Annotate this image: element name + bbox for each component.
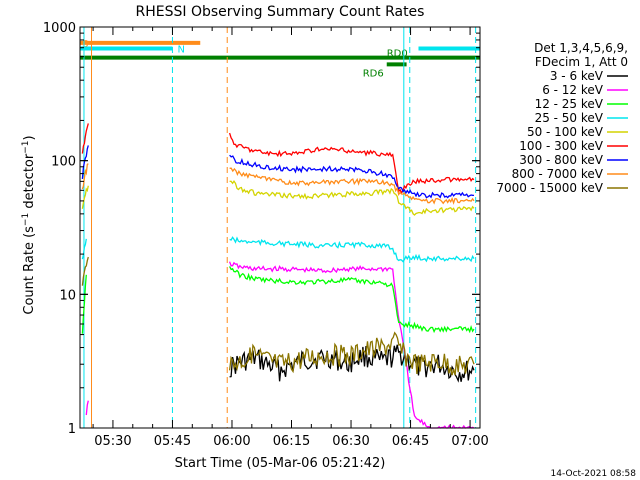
legend-label-5: 100 - 300 keV (519, 139, 603, 153)
plot-frame (79, 26, 481, 429)
legend-label-4: 50 - 100 keV (527, 125, 604, 139)
early-series-line-7 (85, 400, 89, 416)
legend-label-0: 3 - 6 keV (550, 69, 604, 83)
bar-label-rd0: RD0 (387, 49, 408, 60)
x-tick-label-0630: 06:30 (332, 434, 369, 449)
legend-header-line-2: FDecim 1, Att 0 (535, 55, 628, 69)
chart-title: RHESSI Observing Summary Count Rates (136, 4, 425, 20)
legend: Det 1,3,4,5,6,9, FDecim 1, Att 0 3 - 6 k… (496, 41, 628, 195)
early-series-line-0 (81, 123, 89, 154)
x-axis-label: Start Time (05-Mar-06 05:21:42) (175, 456, 386, 471)
legend-label-3: 25 - 50 keV (535, 111, 604, 125)
series-line-4 (229, 180, 475, 216)
legend-header-line-1: Det 1,3,4,5,6,9, (534, 41, 628, 55)
legend-label-7: 800 - 7000 keV (512, 167, 604, 181)
early-series-line-1 (81, 145, 89, 179)
y-tick-label-10: 10 (59, 288, 76, 303)
legend-label-1: 6 - 12 keV (542, 83, 604, 97)
series-line-3 (229, 236, 475, 263)
series-line-2 (229, 266, 475, 334)
y-tick-label-100: 100 (51, 155, 76, 170)
legend-label-6: 300 - 800 keV (519, 153, 603, 167)
bar-label-s: S (82, 39, 88, 50)
early-series-line-6 (81, 274, 87, 334)
y-tick-label-1: 1 (68, 422, 76, 437)
x-tick-label-0600: 06:00 (213, 434, 250, 449)
series-line-0 (229, 344, 475, 383)
series-line-6 (229, 154, 475, 199)
x-tick-label-0700: 07:00 (451, 434, 488, 449)
x-tick-label-0545: 05:45 (154, 434, 191, 449)
y-axis: 1 10 100 1000 (43, 21, 480, 437)
series-line-5 (228, 132, 475, 194)
x-axis: 05:30 05:45 06:00 06:15 06:30 06:45 07:00 (92, 27, 489, 449)
series-line-7 (229, 167, 475, 205)
early-series-line-5 (81, 256, 89, 286)
legend-label-2: 12 - 25 keV (535, 97, 604, 111)
bar-label-n: N (177, 45, 184, 56)
bar-label-rd6: RD6 (363, 68, 384, 79)
early-series-line-2 (81, 163, 89, 190)
legend-label-8: 7000 - 15000 keV (496, 181, 603, 195)
early-series-line-3 (81, 185, 89, 209)
y-axis-label: Count Rate (s−1 detector−1) (21, 135, 37, 314)
x-tick-label-0615: 06:15 (273, 434, 310, 449)
series-line-8 (228, 331, 475, 376)
early-series-line-4 (81, 238, 87, 260)
y-tick-label-1000: 1000 (43, 21, 76, 36)
timestamp: 14-Oct-2021 08:58 (551, 469, 637, 479)
x-tick-label-0645: 06:45 (392, 434, 429, 449)
x-tick-label-0530: 05:30 (94, 434, 131, 449)
